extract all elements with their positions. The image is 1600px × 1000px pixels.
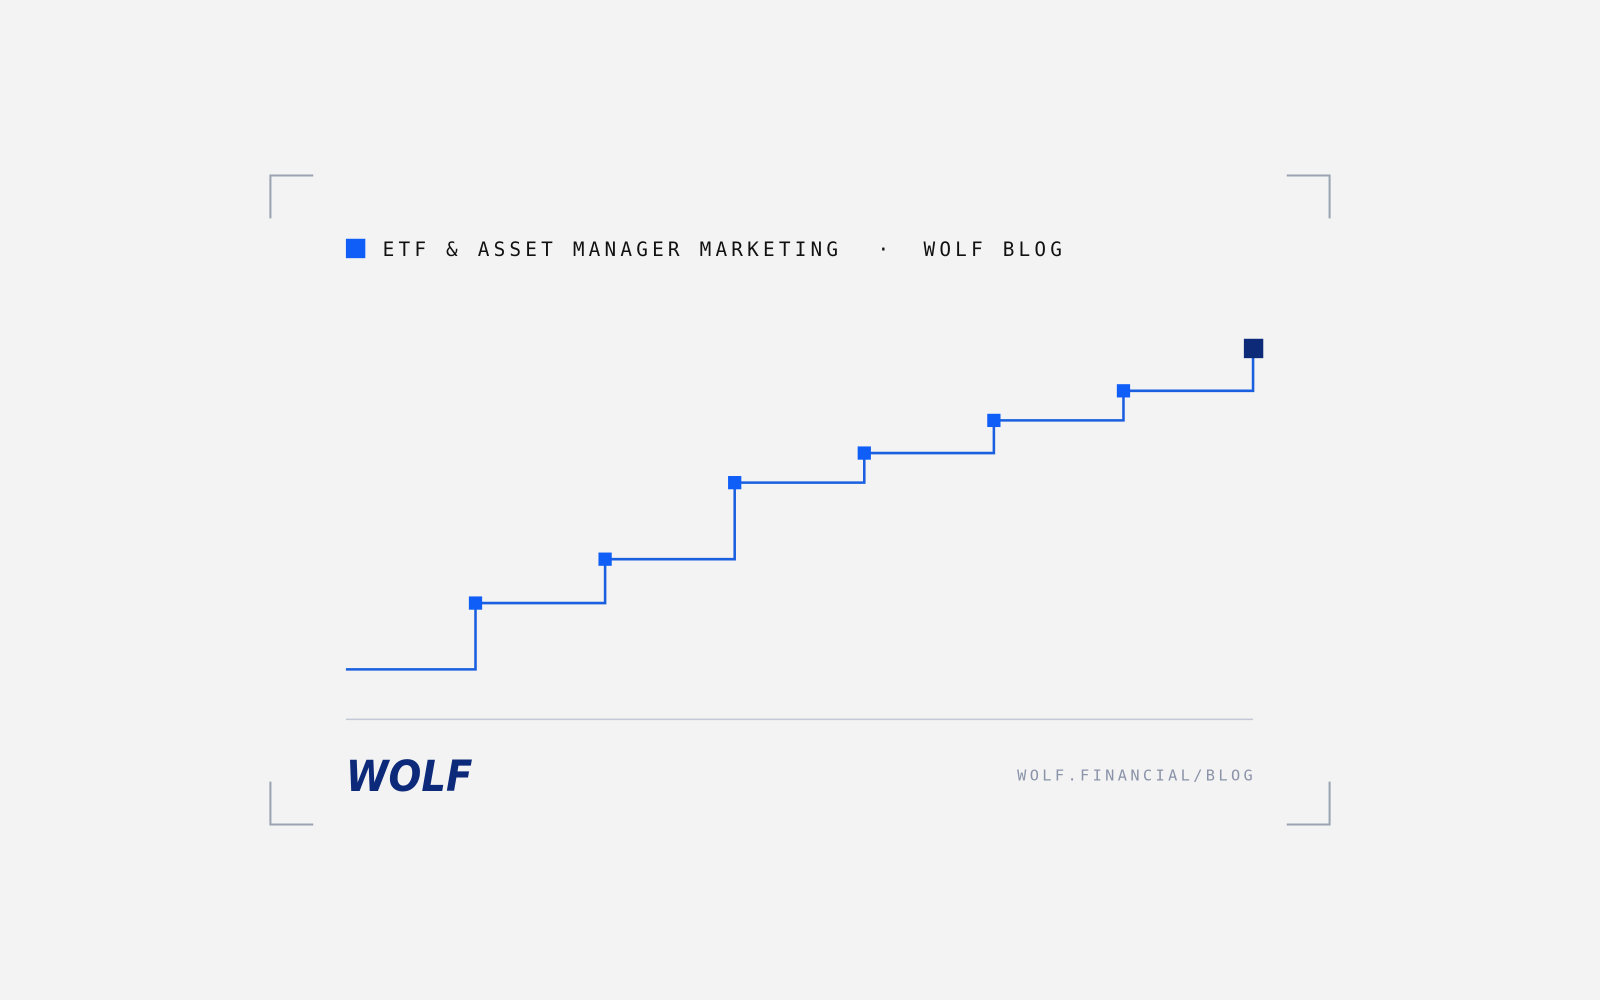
step-marker	[598, 552, 612, 566]
corner-top-left	[269, 174, 314, 219]
step-marker	[857, 446, 871, 460]
step-marker	[1116, 384, 1131, 398]
blog-label: WOLF BLOG	[923, 238, 1066, 261]
category-label: ETF & ASSET MANAGER MARKETING	[383, 238, 843, 261]
step-markers	[468, 384, 1131, 610]
step-line	[345, 348, 1255, 671]
logo: WOLF	[346, 752, 473, 802]
corner-top-right	[1286, 174, 1331, 219]
corner-bottom-right	[1286, 781, 1331, 826]
step-marker	[468, 596, 483, 610]
separator: ·	[878, 238, 890, 261]
url: WOLF.FINANCIAL/BLOG	[1017, 767, 1256, 785]
corner-brackets	[269, 174, 1331, 826]
end-marker	[1243, 338, 1264, 359]
step-marker	[987, 413, 1001, 428]
header-bullet	[345, 238, 366, 259]
corner-bottom-left	[269, 781, 314, 826]
step-marker	[728, 476, 742, 490]
